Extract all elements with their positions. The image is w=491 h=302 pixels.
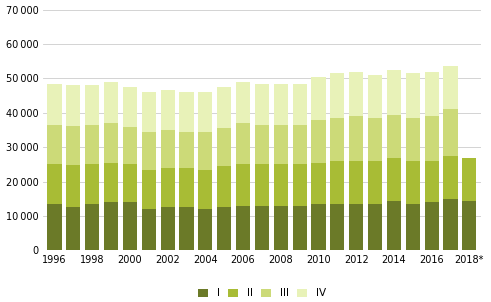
Bar xyxy=(142,209,156,250)
Bar xyxy=(198,209,213,250)
Bar xyxy=(48,204,61,250)
Bar xyxy=(387,158,401,201)
Bar xyxy=(311,204,326,250)
Bar xyxy=(85,165,99,204)
Bar xyxy=(104,202,118,250)
Bar xyxy=(349,204,363,250)
Bar xyxy=(293,125,307,165)
Bar xyxy=(330,73,344,118)
Bar xyxy=(236,206,250,250)
Bar xyxy=(273,206,288,250)
Bar xyxy=(273,125,288,165)
Bar xyxy=(293,165,307,206)
Bar xyxy=(85,85,99,125)
Bar xyxy=(349,116,363,161)
Bar xyxy=(217,87,231,128)
Bar xyxy=(217,128,231,166)
Bar xyxy=(236,123,250,165)
Bar xyxy=(330,204,344,250)
Bar xyxy=(368,75,382,118)
Bar xyxy=(443,156,458,199)
Bar xyxy=(85,204,99,250)
Bar xyxy=(104,163,118,202)
Bar xyxy=(406,161,420,204)
Bar xyxy=(293,84,307,125)
Bar xyxy=(255,165,269,206)
Bar xyxy=(198,132,213,170)
Bar xyxy=(425,72,438,116)
Bar xyxy=(104,82,118,123)
Bar xyxy=(349,161,363,204)
Bar xyxy=(425,161,438,202)
Bar xyxy=(85,125,99,165)
Bar xyxy=(425,116,438,161)
Bar xyxy=(368,118,382,161)
Bar xyxy=(462,201,476,250)
Bar xyxy=(443,109,458,156)
Bar xyxy=(142,92,156,132)
Bar xyxy=(368,204,382,250)
Bar xyxy=(66,126,81,165)
Bar xyxy=(48,125,61,165)
Bar xyxy=(161,130,175,168)
Bar xyxy=(217,207,231,250)
Bar xyxy=(425,202,438,250)
Bar xyxy=(330,161,344,204)
Bar xyxy=(123,165,137,202)
Bar xyxy=(161,207,175,250)
Bar xyxy=(198,92,213,132)
Bar xyxy=(179,92,193,132)
Bar xyxy=(273,165,288,206)
Bar xyxy=(330,118,344,161)
Bar xyxy=(443,66,458,109)
Bar xyxy=(66,207,81,250)
Bar xyxy=(142,132,156,170)
Bar xyxy=(179,132,193,168)
Bar xyxy=(349,72,363,116)
Bar xyxy=(443,199,458,250)
Bar xyxy=(236,82,250,123)
Bar xyxy=(255,125,269,165)
Bar xyxy=(104,123,118,163)
Bar xyxy=(293,206,307,250)
Bar xyxy=(161,90,175,130)
Bar xyxy=(123,127,137,165)
Bar xyxy=(217,166,231,207)
Bar xyxy=(66,85,81,126)
Bar xyxy=(311,120,326,163)
Bar xyxy=(406,118,420,161)
Bar xyxy=(123,87,137,127)
Bar xyxy=(236,165,250,206)
Bar xyxy=(142,170,156,209)
Bar xyxy=(406,204,420,250)
Bar xyxy=(48,84,61,125)
Bar xyxy=(255,206,269,250)
Bar xyxy=(311,77,326,120)
Bar xyxy=(387,70,401,114)
Bar xyxy=(255,84,269,125)
Bar xyxy=(368,161,382,204)
Bar xyxy=(66,165,81,207)
Bar xyxy=(161,168,175,207)
Bar xyxy=(311,163,326,204)
Bar xyxy=(179,168,193,207)
Bar xyxy=(273,84,288,125)
Bar xyxy=(462,158,476,201)
Bar xyxy=(198,170,213,209)
Bar xyxy=(406,73,420,118)
Legend: I, II, III, IV: I, II, III, IV xyxy=(198,288,326,298)
Bar xyxy=(387,201,401,250)
Bar xyxy=(48,165,61,204)
Bar xyxy=(387,114,401,158)
Bar xyxy=(123,202,137,250)
Bar xyxy=(179,207,193,250)
